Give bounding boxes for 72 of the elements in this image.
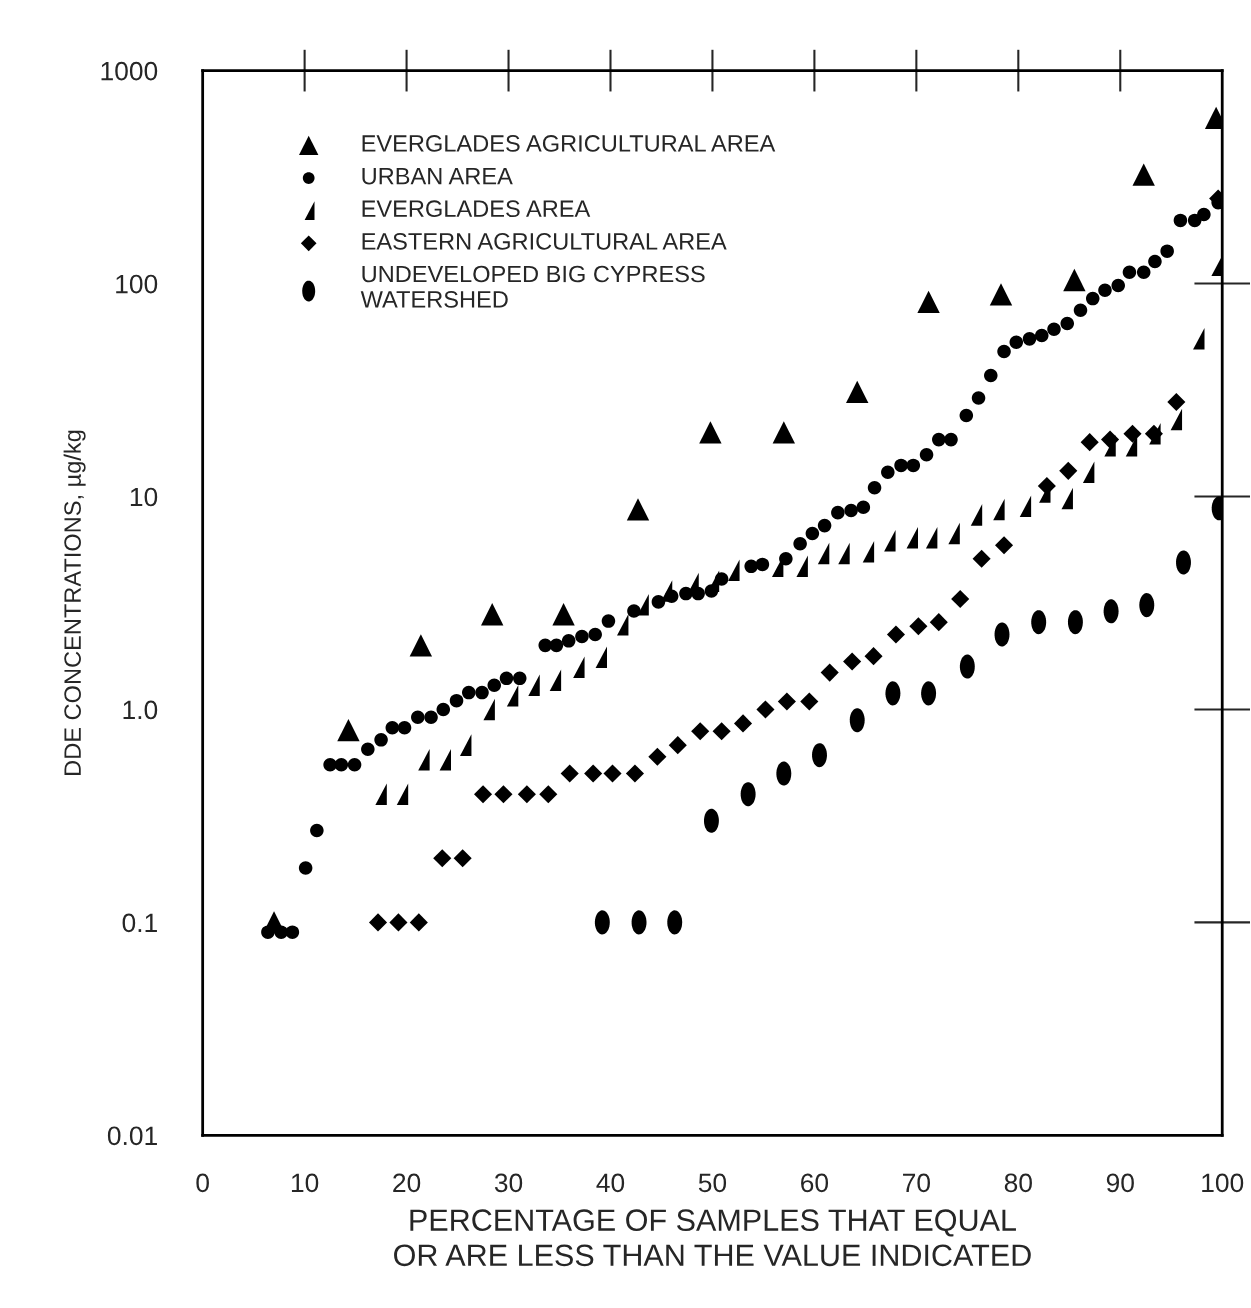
legend-label: EVERGLADES AREA xyxy=(362,200,591,218)
point xyxy=(453,849,472,868)
point xyxy=(560,764,579,783)
point xyxy=(864,647,883,666)
x-tick-label: 30 xyxy=(494,1173,523,1193)
point xyxy=(481,603,504,626)
point xyxy=(625,764,645,783)
y-tick-label: 1000 xyxy=(101,61,158,81)
point xyxy=(648,747,667,766)
point xyxy=(1063,268,1086,292)
point xyxy=(584,764,603,783)
point xyxy=(494,785,513,804)
point xyxy=(886,625,906,644)
x-tick-label: 10 xyxy=(291,1173,319,1193)
point xyxy=(772,421,796,444)
x-tick-label: 70 xyxy=(903,1173,930,1193)
point xyxy=(409,913,428,932)
point xyxy=(972,549,991,568)
point xyxy=(668,736,687,755)
x-tick-label: 50 xyxy=(698,1173,727,1193)
point xyxy=(603,764,622,783)
point xyxy=(691,722,710,741)
point xyxy=(1167,392,1186,412)
point xyxy=(929,613,948,632)
point xyxy=(1101,430,1120,449)
y-tick-label: 1.0 xyxy=(123,700,158,720)
legend-label: UNDEVELOPED BIG CYPRESS WATERSHED xyxy=(360,265,705,308)
point xyxy=(552,603,575,626)
x-tick-label: 60 xyxy=(801,1173,829,1193)
point xyxy=(473,785,493,804)
y-tick-label: 0.01 xyxy=(107,1126,157,1146)
point xyxy=(433,849,452,868)
point xyxy=(733,714,753,733)
point xyxy=(820,663,839,682)
x-tick-label: 90 xyxy=(1106,1173,1134,1193)
point xyxy=(909,617,928,636)
x-tick-label: 80 xyxy=(1004,1173,1032,1193)
point xyxy=(800,692,819,711)
point xyxy=(846,380,869,404)
point xyxy=(409,634,433,657)
point xyxy=(843,652,862,671)
point xyxy=(517,785,536,804)
point xyxy=(989,283,1013,306)
point xyxy=(917,290,940,314)
point xyxy=(1123,424,1142,443)
y-tick-label: 0.1 xyxy=(122,913,157,933)
point xyxy=(994,536,1014,555)
point xyxy=(951,589,970,609)
point xyxy=(756,700,775,719)
point xyxy=(539,785,558,804)
x-tick-label: 100 xyxy=(1202,1173,1244,1193)
x-tick-label: 20 xyxy=(393,1173,421,1193)
point xyxy=(626,498,650,521)
x-axis-title: PERCENTAGE OF SAMPLES THAT EQUAL OR ARE LESS THAN THE VALUE INDICATED xyxy=(394,1209,1031,1267)
point xyxy=(1037,476,1056,496)
point xyxy=(699,421,722,444)
point xyxy=(777,692,796,711)
y-tick-label: 10 xyxy=(130,487,158,507)
legend-label: EASTERN AGRICULTURAL AREA xyxy=(362,233,727,250)
y-tick-label: 100 xyxy=(116,274,158,294)
point xyxy=(1080,433,1099,452)
y-axis-title: DDE CONCENTRATIONS, µg/kg xyxy=(63,430,86,775)
point xyxy=(712,722,731,741)
legend-label: URBAN AREA xyxy=(362,167,513,185)
legend-label: EVERGLADES AGRICULTURAL AREA xyxy=(362,135,776,152)
point xyxy=(368,913,388,932)
point xyxy=(337,718,360,742)
x-tick-label: 0 xyxy=(196,1173,209,1193)
point xyxy=(1059,461,1078,480)
point xyxy=(389,913,408,932)
point xyxy=(1132,163,1155,186)
x-tick-label: 40 xyxy=(596,1173,625,1193)
